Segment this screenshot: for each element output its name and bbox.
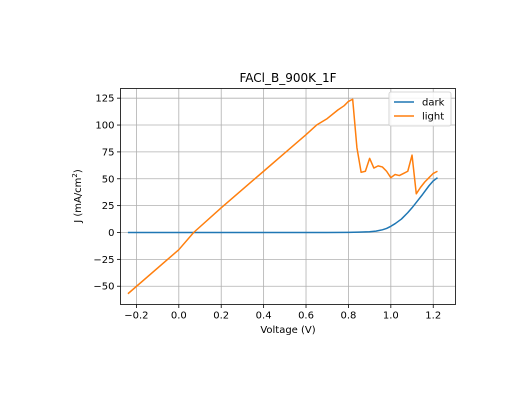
y-tick-label: −25 <box>93 255 114 266</box>
y-axis-label-superscript: 2 <box>71 173 79 177</box>
y-tick-label: 75 <box>102 147 115 158</box>
y-tick-label: 50 <box>102 174 115 185</box>
x-tick-label: 1.2 <box>425 311 441 322</box>
x-tick-label: −0.2 <box>124 311 148 322</box>
x-tick-label: 0.6 <box>298 311 314 322</box>
y-tick-label: −50 <box>93 282 114 293</box>
x-tick-label: 1.0 <box>383 311 399 322</box>
y-axis-label-end: ) <box>73 169 84 173</box>
legend-label-light: light <box>422 112 444 123</box>
x-tick-label: 0.4 <box>256 311 272 322</box>
x-tick-label: 0.2 <box>213 311 229 322</box>
series-line-light <box>127 98 438 295</box>
x-axis-label: Voltage (V) <box>260 325 315 336</box>
y-axis-label-main: J (mA/cm <box>73 178 84 224</box>
y-tick-label: 125 <box>95 94 114 105</box>
plot-frame <box>120 88 456 305</box>
y-tick-label: 25 <box>102 201 115 212</box>
x-tick-label: 0.0 <box>171 311 187 322</box>
legend-label-dark: dark <box>422 98 445 109</box>
x-tick-label: 0.8 <box>340 311 356 322</box>
legend-box <box>388 91 452 127</box>
series-lines <box>127 98 438 295</box>
y-axis-label: J (mA/cm2) <box>71 169 84 224</box>
y-tick-label: 0 <box>108 228 114 239</box>
legend: dark light <box>388 91 452 127</box>
axis-ticks: −0.2 0.0 0.2 0.4 0.6 0.8 1.0 1.2 −50 −25 0 25 50 75 10… <box>93 94 441 322</box>
chart-title: FACl_B_900K_1F <box>239 71 336 85</box>
y-tick-label: 100 <box>95 121 114 132</box>
series-line-dark <box>127 177 438 234</box>
